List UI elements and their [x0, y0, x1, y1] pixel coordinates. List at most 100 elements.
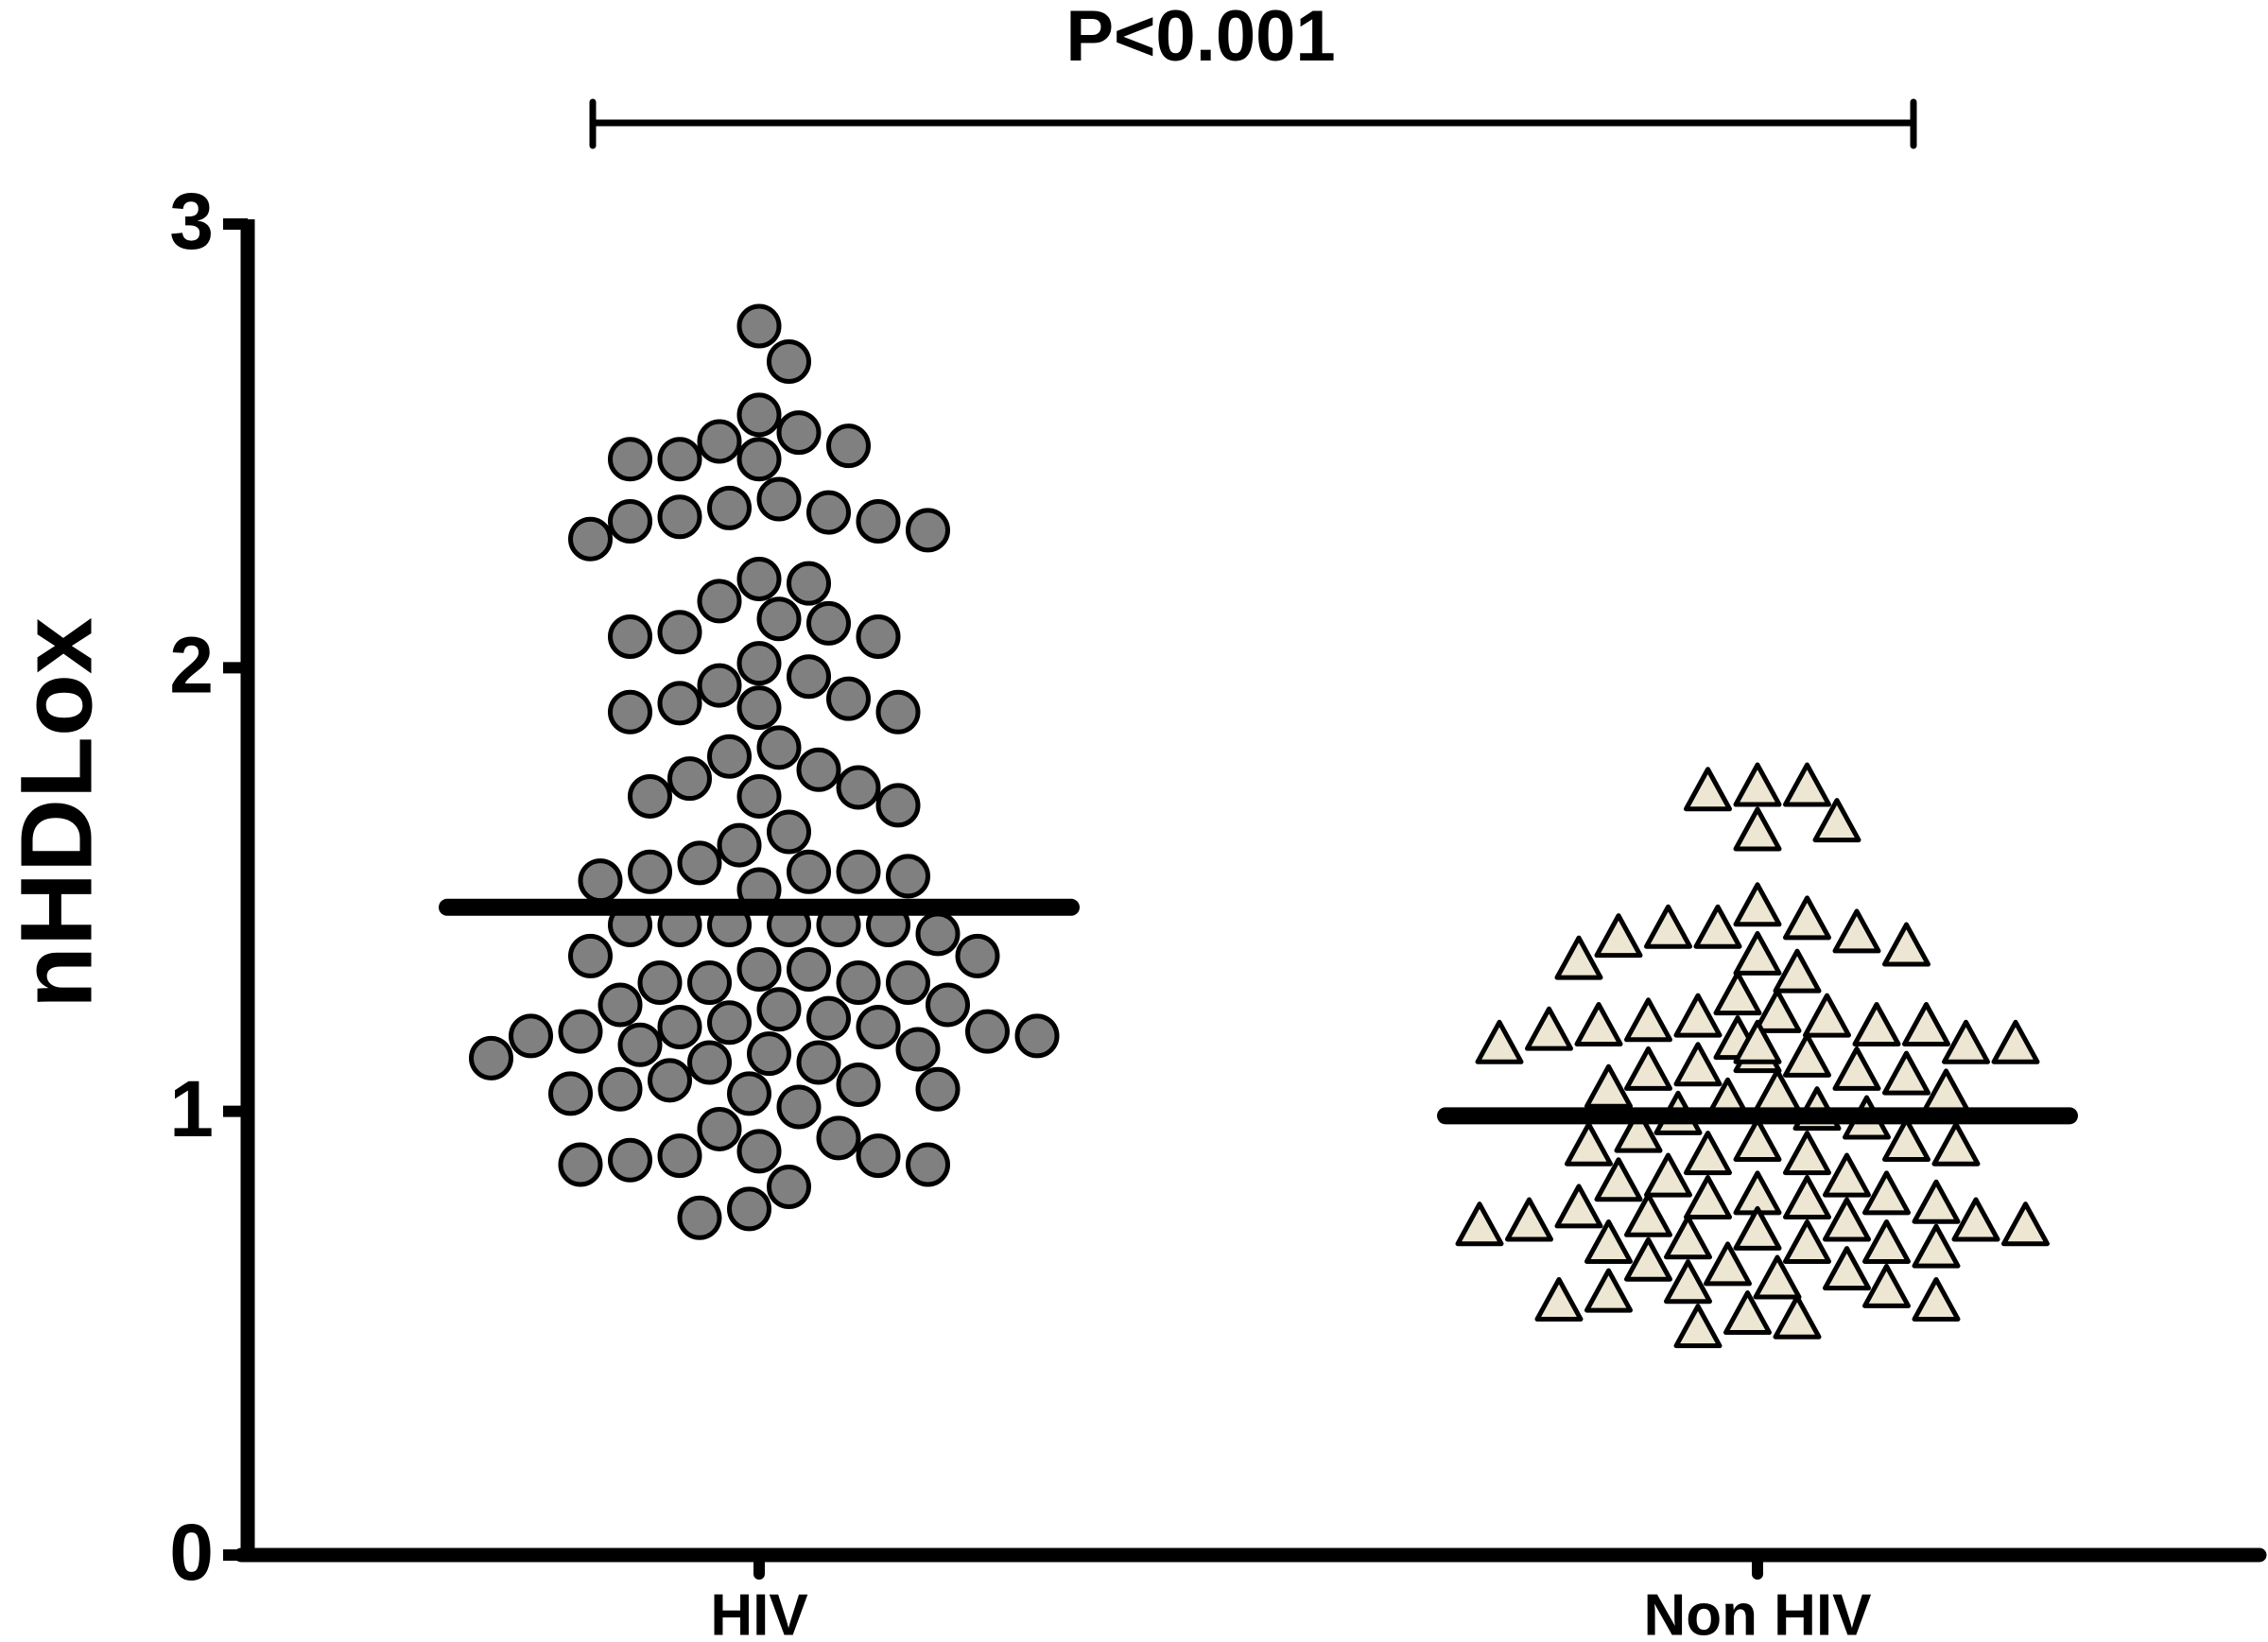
data-point — [697, 663, 742, 708]
data-point — [568, 516, 613, 562]
data-point — [1912, 1179, 1961, 1224]
data-point — [1644, 1152, 1692, 1198]
data-point — [886, 960, 930, 1006]
data-point — [1803, 993, 1851, 1038]
data-point — [558, 1009, 603, 1054]
y-tick-label: 0 — [169, 1508, 214, 1597]
data-point — [1584, 1268, 1633, 1313]
data-point — [1783, 1131, 1831, 1176]
data-point — [836, 960, 881, 1006]
data-point — [597, 1066, 643, 1112]
data-point — [697, 579, 742, 624]
data-point — [806, 600, 851, 646]
data-point — [1014, 1013, 1060, 1059]
data-point — [1783, 1219, 1831, 1264]
data-point — [1554, 935, 1603, 980]
data-point — [816, 1115, 861, 1161]
data-point — [1505, 1197, 1553, 1242]
data-point — [1832, 1046, 1881, 1091]
data-point — [856, 498, 901, 544]
data-point — [1684, 1175, 1732, 1220]
data-point — [1783, 1175, 1831, 1220]
significance-bracket — [589, 98, 1917, 149]
data-point — [796, 1040, 841, 1085]
data-point — [617, 1022, 663, 1067]
data-point — [906, 508, 950, 553]
data-point — [1624, 1236, 1672, 1282]
data-point — [1783, 762, 1831, 807]
data-point — [1862, 1170, 1911, 1216]
data-point — [1475, 1019, 1524, 1064]
data-point — [926, 982, 970, 1028]
data-point — [856, 614, 901, 659]
data-point — [1693, 904, 1742, 949]
data-point — [1931, 1121, 1981, 1167]
data-point — [1673, 1304, 1723, 1349]
data-point — [767, 338, 811, 384]
data-point — [1882, 922, 1930, 967]
data-point — [1664, 1259, 1712, 1305]
data-point — [628, 849, 672, 894]
data-point — [836, 765, 881, 810]
data-point — [1664, 1215, 1712, 1260]
data-point — [1574, 1001, 1623, 1046]
data-point — [1882, 1117, 1930, 1163]
data-point — [1912, 1223, 1961, 1269]
data-point — [1783, 895, 1831, 941]
data-point — [1733, 1019, 1782, 1064]
data-point — [1733, 1205, 1782, 1251]
data-point — [836, 1063, 881, 1108]
data-point — [787, 561, 831, 606]
data-point — [767, 809, 811, 855]
data-point — [1823, 1197, 1871, 1242]
data-point — [1684, 767, 1732, 812]
data-point — [1624, 1046, 1672, 1091]
data-point — [509, 1013, 553, 1059]
data-point — [1823, 1246, 1871, 1291]
data-point — [1584, 1063, 1633, 1109]
data-point — [1594, 1157, 1643, 1202]
data-point — [677, 1195, 722, 1240]
data-point — [1922, 1068, 1970, 1114]
data-point — [1753, 988, 1802, 1033]
data-point — [1704, 1241, 1752, 1287]
annotation: P<0.001 — [1065, 0, 1335, 77]
x-tick-label: HIV — [710, 1582, 807, 1642]
data-point — [469, 1035, 513, 1080]
data-point — [687, 960, 732, 1006]
data-point — [597, 982, 643, 1028]
data-point — [1673, 993, 1723, 1038]
data-point — [677, 840, 722, 886]
data-point — [776, 1084, 822, 1130]
x-tick-label: Non HIV — [1643, 1582, 1871, 1642]
data-point — [1902, 1001, 1950, 1046]
data-point — [1713, 971, 1762, 1016]
data-point — [736, 773, 782, 819]
data-point — [1823, 1152, 1871, 1198]
data-point — [756, 596, 802, 642]
data-point — [1534, 1276, 1584, 1322]
data-point — [915, 1066, 961, 1112]
data-point — [727, 1186, 771, 1232]
data-point — [697, 419, 742, 464]
data-point — [1723, 1290, 1772, 1336]
data-point — [1525, 1006, 1573, 1051]
data-point — [568, 933, 613, 978]
data-point — [806, 490, 851, 535]
data-point — [886, 854, 930, 899]
data-point — [1912, 1276, 1961, 1322]
data-point — [1812, 798, 1861, 843]
data-point — [657, 681, 702, 726]
data-point — [875, 783, 921, 828]
data-point — [657, 1004, 702, 1049]
data-point — [608, 689, 652, 735]
data-point — [787, 654, 831, 700]
data-point — [736, 685, 782, 731]
data-point — [875, 689, 921, 735]
data-point — [608, 437, 652, 482]
data-point — [727, 1071, 771, 1116]
data-point — [578, 858, 623, 904]
data-point — [736, 556, 782, 601]
y-tick-label: 1 — [169, 1064, 214, 1153]
data-point — [608, 614, 652, 659]
